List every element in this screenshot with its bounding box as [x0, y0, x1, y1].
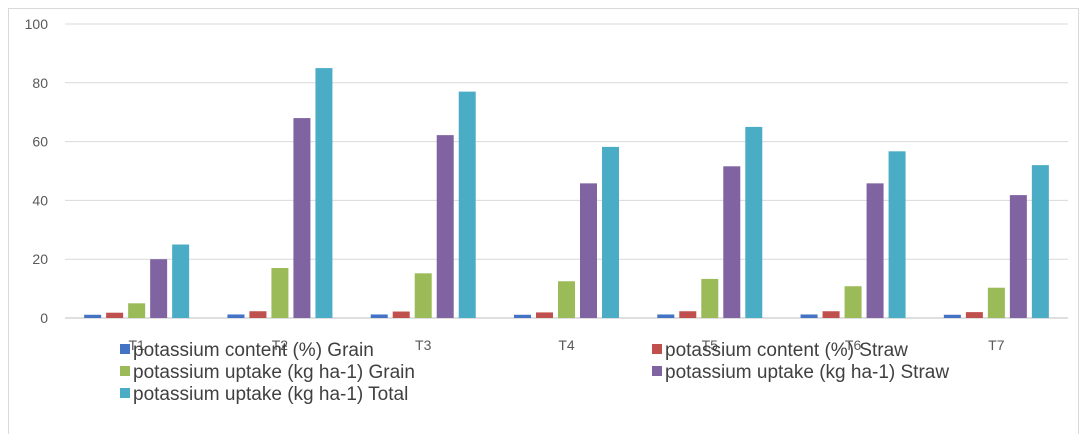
bar — [315, 68, 333, 318]
bar — [536, 312, 553, 318]
bar — [1009, 195, 1027, 318]
bar — [106, 312, 124, 318]
x-tick-label: T7 — [988, 337, 1005, 353]
x-tick-label: T3 — [415, 337, 432, 353]
bar — [414, 273, 432, 318]
bar — [514, 314, 531, 318]
legend-swatch — [652, 366, 662, 376]
bar — [800, 314, 818, 318]
bar — [128, 303, 146, 318]
x-axis-ticks: T1 T2 T3 T4 T5 T6 T7 — [128, 337, 1004, 353]
legend-swatch — [120, 388, 130, 398]
bar — [370, 314, 388, 318]
legend-label: potassium uptake (kg ha-1) Total — [133, 384, 408, 405]
legend-swatch — [120, 366, 130, 376]
bar — [227, 314, 245, 318]
y-tick-label: 80 — [32, 75, 48, 91]
bar — [1031, 165, 1049, 318]
bar — [249, 311, 267, 318]
bar — [458, 91, 476, 319]
bar — [965, 312, 983, 318]
x-tick-label: T4 — [558, 337, 575, 353]
y-tick-label: 20 — [32, 251, 48, 267]
bar — [679, 311, 697, 318]
bar — [657, 314, 675, 318]
bar — [84, 314, 102, 318]
bar — [558, 281, 575, 318]
legend-swatch — [652, 344, 662, 354]
legend-swatch — [120, 344, 130, 354]
bar — [888, 151, 906, 318]
bar — [293, 118, 311, 318]
x-tick-label: T2 — [272, 337, 289, 353]
y-tick-label: 40 — [32, 192, 48, 208]
bar — [745, 126, 763, 319]
bar — [436, 135, 454, 318]
bar — [271, 268, 289, 318]
bar — [844, 286, 862, 318]
y-axis-ticks: 0 20 40 60 80 100 — [25, 16, 49, 326]
x-tick-label: T1 — [128, 337, 145, 353]
y-tick-label: 0 — [40, 310, 48, 326]
bar — [723, 166, 741, 318]
bar — [580, 183, 597, 318]
bar — [866, 183, 884, 318]
bar — [150, 259, 168, 318]
x-tick-label: T5 — [702, 337, 719, 353]
gridlines — [65, 23, 1068, 319]
bar — [172, 244, 190, 318]
bar — [701, 278, 719, 318]
bar — [822, 311, 840, 318]
y-tick-label: 60 — [32, 134, 48, 150]
legend-label: potassium content (%) Straw — [665, 340, 908, 361]
y-tick-label: 100 — [25, 16, 49, 32]
bars — [84, 68, 1049, 319]
bar — [392, 311, 410, 318]
bar — [987, 287, 1005, 318]
legend-label: potassium content (%) Grain — [133, 340, 374, 361]
legend-label: potassium uptake (kg ha-1) Straw — [665, 362, 949, 383]
bar — [943, 314, 961, 318]
x-tick-label: T6 — [845, 337, 862, 353]
legend: potassium content (%) Grain potassium con… — [120, 340, 949, 405]
legend-label: potassium uptake (kg ha-1) Grain — [133, 362, 415, 383]
bar — [602, 146, 619, 318]
